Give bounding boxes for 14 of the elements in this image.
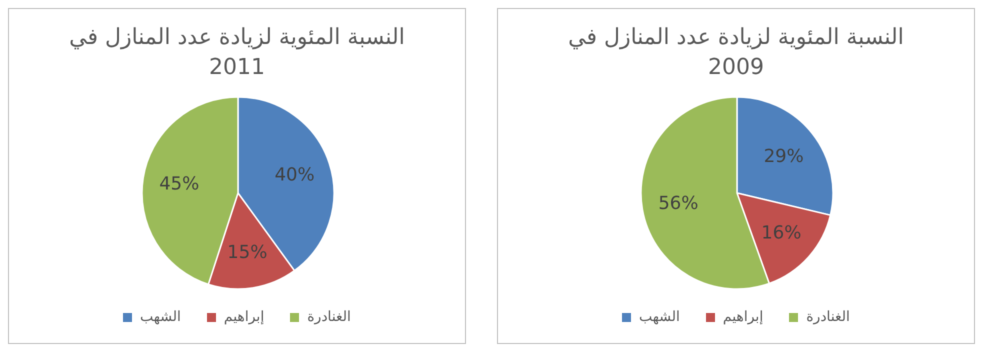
chart-title: النسبة المئوية لزيادة عدد المنازل في 2009 bbox=[567, 24, 905, 82]
legend-label: إبراهيم bbox=[224, 309, 264, 325]
data-label: 45% bbox=[159, 174, 200, 195]
legend-label: الغنادرة bbox=[307, 309, 351, 325]
data-label: 16% bbox=[761, 222, 802, 244]
chart-title: النسبة المئوية لزيادة عدد المنازل في 2011 bbox=[68, 24, 406, 82]
legend-label: الغنادرة bbox=[806, 309, 850, 325]
data-label: 15% bbox=[227, 242, 268, 263]
data-label: 56% bbox=[658, 193, 698, 214]
data-label: 29% bbox=[764, 146, 804, 168]
legend-label: الشهب bbox=[639, 309, 680, 325]
legend-label: الشهب bbox=[140, 309, 181, 325]
data-label: 40% bbox=[274, 164, 315, 186]
legend-label: إبراهيم bbox=[722, 309, 764, 325]
